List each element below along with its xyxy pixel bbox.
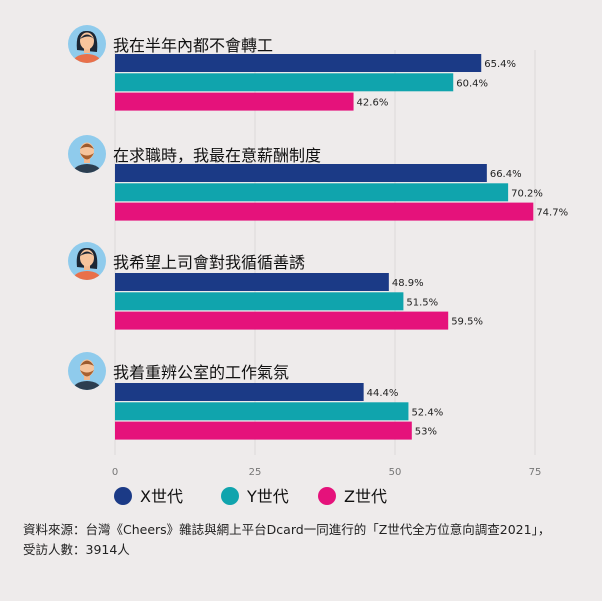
data-label: 52.4% bbox=[411, 407, 443, 418]
source-line-2: 受訪人數：3914人 bbox=[23, 542, 130, 557]
bar-chart: 0 25 50 75 我在半年內都不會轉工 65.4% 60.4% 42.6% 在求職時，我最在… bbox=[68, 25, 568, 506]
x-tick-label: 75 bbox=[529, 467, 542, 478]
legend-swatch bbox=[114, 487, 132, 505]
data-label: 66.4% bbox=[490, 169, 522, 180]
legend-item: Z世代 bbox=[318, 487, 387, 506]
data-label: 70.2% bbox=[511, 188, 543, 199]
category-label: 我希望上司會對我循循善誘 bbox=[113, 253, 305, 272]
x-tick-label: 50 bbox=[389, 467, 402, 478]
legend-label: X世代 bbox=[140, 487, 183, 506]
bar bbox=[115, 292, 404, 311]
bar bbox=[115, 202, 534, 221]
legend-item: Y世代 bbox=[221, 487, 289, 506]
category-group: 在求職時，我最在意薪酬制度 66.4% 70.2% 74.7% bbox=[68, 135, 568, 221]
data-label: 60.4% bbox=[456, 78, 488, 89]
man-avatar-icon bbox=[68, 135, 106, 173]
bar bbox=[115, 421, 412, 440]
category-group: 我着重辨公室的工作氣氛 44.4% 52.4% 53% bbox=[68, 352, 443, 440]
data-label: 53% bbox=[415, 427, 437, 438]
legend-label: Y世代 bbox=[246, 487, 289, 506]
source-line-1: 資料來源：台灣《Cheers》雜誌與網上平台Dcard一同進行的「Z世代全方位意… bbox=[23, 522, 551, 537]
data-label: 42.6% bbox=[357, 98, 389, 109]
bar bbox=[115, 311, 449, 330]
legend-label: Z世代 bbox=[344, 487, 387, 506]
data-label: 65.4% bbox=[484, 59, 516, 70]
category-label: 在求職時，我最在意薪酬制度 bbox=[113, 146, 321, 165]
x-tick-label: 25 bbox=[249, 467, 262, 478]
bar bbox=[115, 164, 487, 182]
data-label: 59.5% bbox=[451, 317, 483, 328]
legend-item: X世代 bbox=[114, 487, 183, 506]
data-label: 44.4% bbox=[367, 388, 399, 399]
bar bbox=[115, 383, 364, 401]
bar bbox=[115, 273, 389, 291]
woman-avatar-icon bbox=[68, 25, 106, 63]
category-label: 我在半年內都不會轉工 bbox=[113, 36, 273, 55]
bar bbox=[115, 54, 482, 72]
category-group: 我希望上司會對我循循善誘 48.9% 51.5% 59.5% bbox=[68, 242, 483, 330]
woman-avatar-icon bbox=[68, 242, 106, 280]
legend-swatch bbox=[221, 487, 239, 505]
bar bbox=[115, 183, 509, 202]
legend-swatch bbox=[318, 487, 336, 505]
x-tick-label: 0 bbox=[112, 467, 118, 478]
man-avatar-icon bbox=[68, 352, 106, 390]
data-label: 51.5% bbox=[406, 297, 438, 308]
category-label: 我着重辨公室的工作氣氛 bbox=[113, 363, 289, 382]
bar bbox=[115, 402, 409, 421]
source-note: 資料來源：台灣《Cheers》雜誌與網上平台Dcard一同進行的「Z世代全方位意… bbox=[23, 520, 593, 560]
category-group: 我在半年內都不會轉工 65.4% 60.4% 42.6% bbox=[68, 25, 516, 111]
bar bbox=[115, 92, 354, 111]
data-label: 48.9% bbox=[392, 278, 424, 289]
data-label: 74.7% bbox=[536, 208, 568, 219]
bar bbox=[115, 73, 454, 92]
